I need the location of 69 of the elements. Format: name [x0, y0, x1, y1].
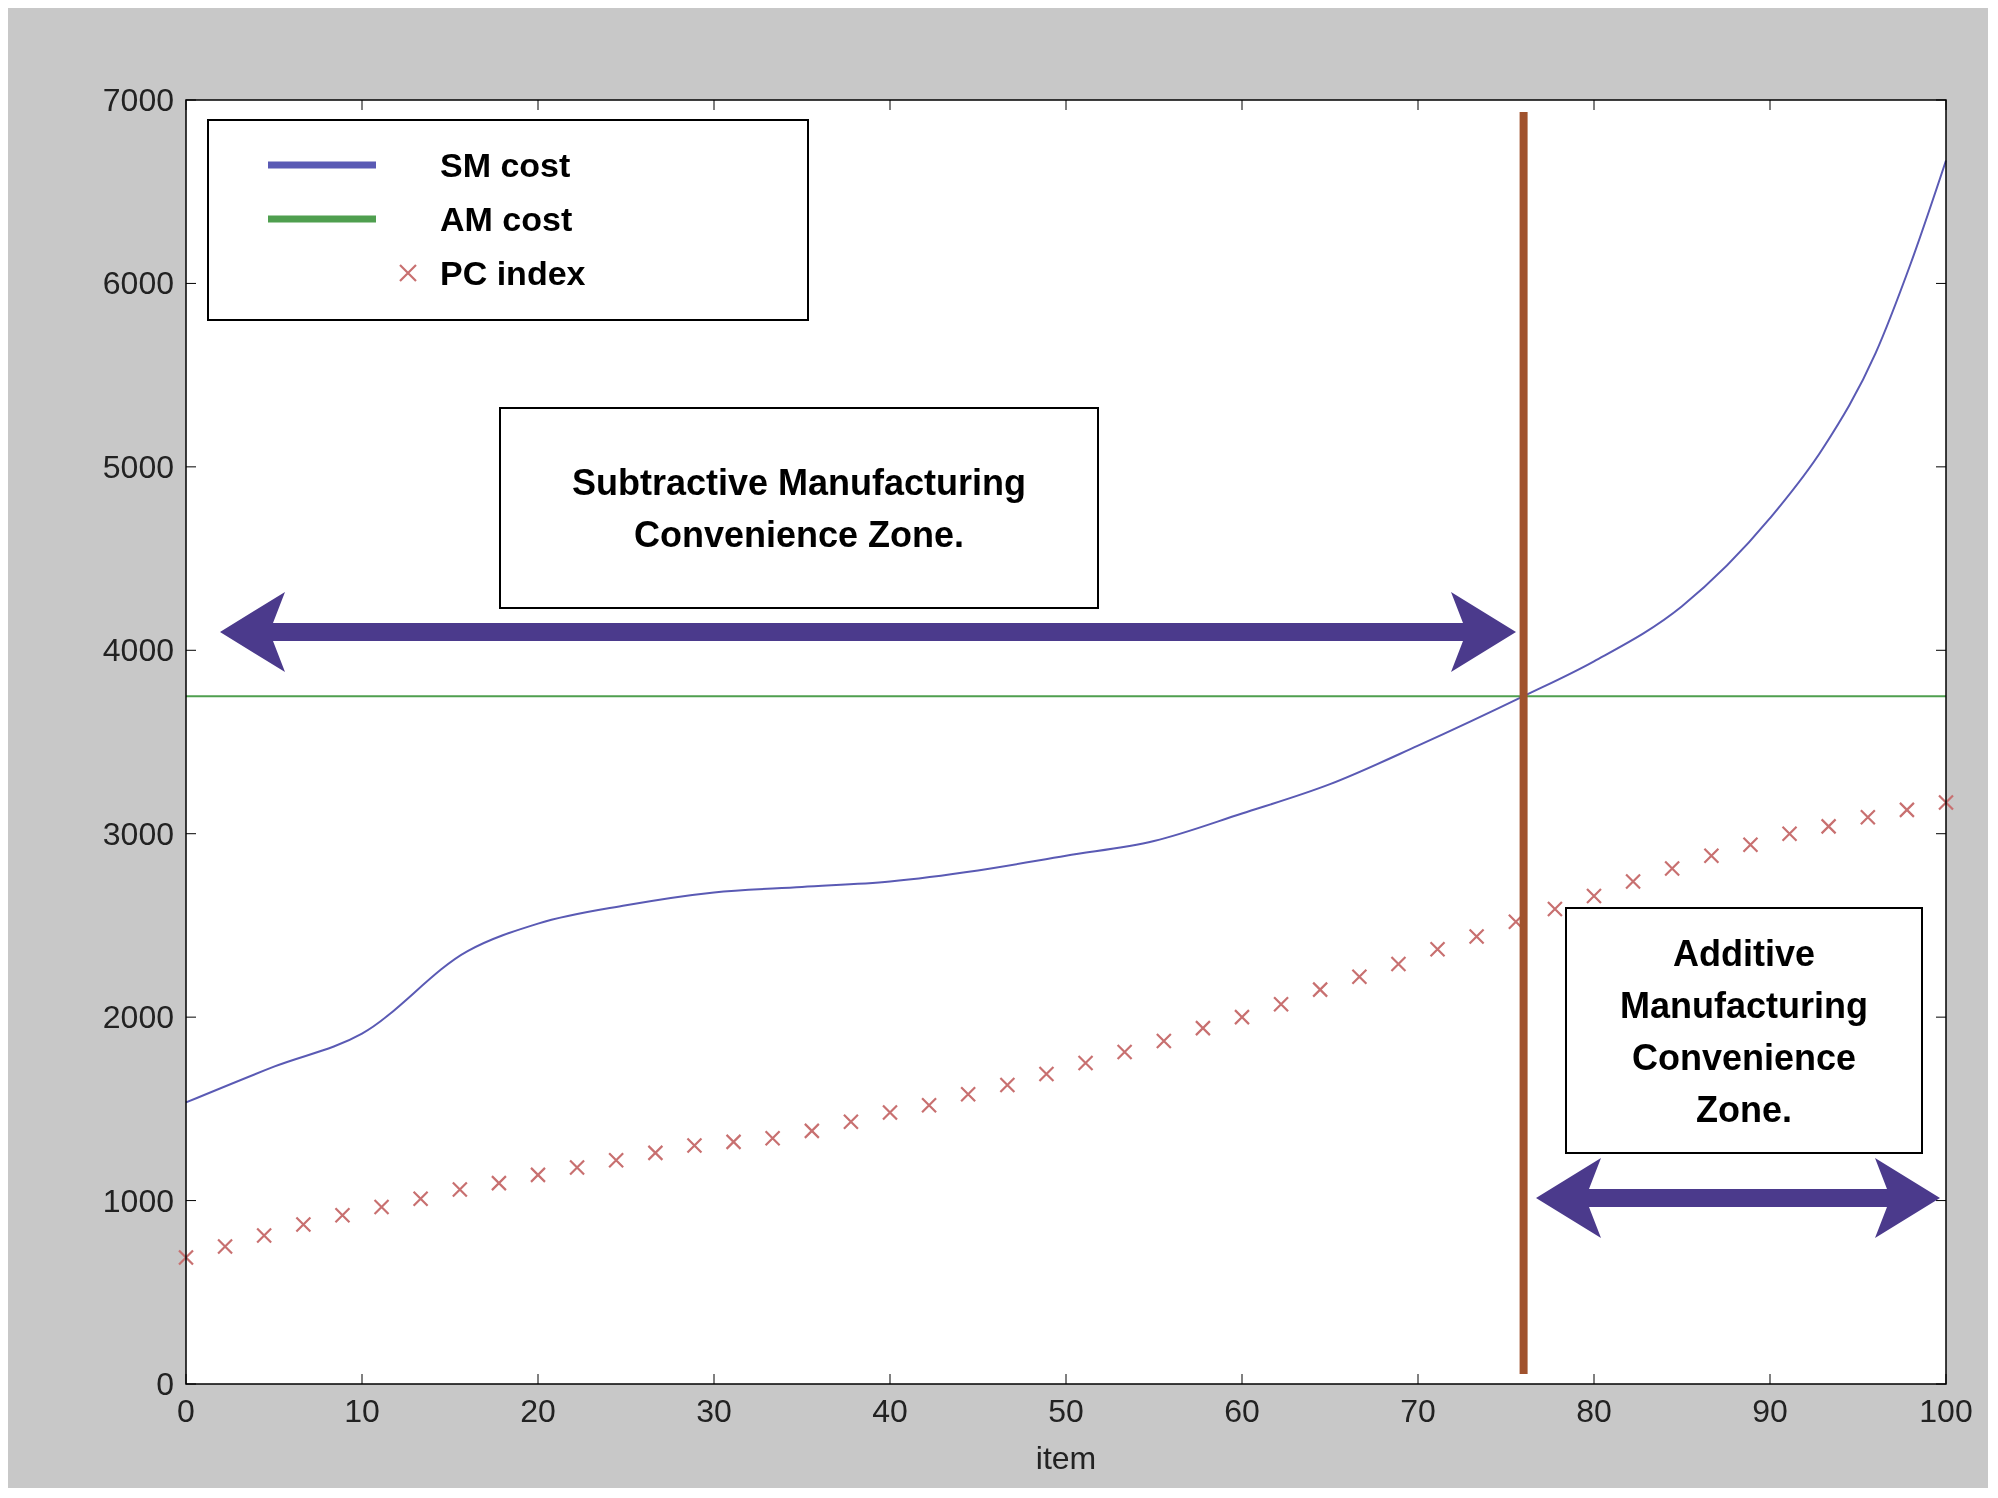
point	[1937, 794, 1955, 811]
point	[842, 1113, 860, 1130]
x-tick-label: 90	[1752, 1393, 1788, 1429]
point	[529, 1166, 547, 1183]
y-tick-label: 4000	[102, 632, 174, 669]
point	[1742, 836, 1759, 853]
y-tick-label: 5000	[102, 448, 174, 485]
legend-label: SM cost	[440, 146, 571, 184]
point	[1429, 941, 1446, 958]
point	[295, 1216, 312, 1233]
y-tick-label: 3000	[102, 815, 174, 852]
point	[1820, 818, 1837, 835]
point	[177, 1249, 195, 1266]
point	[1233, 1009, 1251, 1026]
legend-label: AM cost	[440, 200, 573, 238]
x-tick-label: 20	[520, 1393, 556, 1429]
x-tick-label: 100	[1919, 1393, 1973, 1429]
point	[1468, 928, 1485, 945]
point	[686, 1137, 703, 1154]
point	[451, 1181, 468, 1198]
point	[1077, 1054, 1094, 1072]
point	[881, 1104, 899, 1121]
point	[803, 1122, 820, 1139]
x-tick-label: 10	[344, 1393, 380, 1429]
point	[1038, 1065, 1055, 1083]
x-tick-label: 60	[1224, 1393, 1260, 1429]
point	[1272, 996, 1290, 1013]
point	[373, 1198, 390, 1216]
y-tick-label: 6000	[102, 265, 174, 302]
point	[647, 1144, 664, 1161]
point	[1155, 1032, 1172, 1050]
point	[1351, 968, 1368, 985]
point	[1781, 825, 1798, 842]
point	[1585, 887, 1603, 905]
y-tick-label: 7000	[102, 82, 174, 118]
legend-label: PC index	[440, 254, 586, 292]
y-tick-label: 0	[156, 1366, 174, 1402]
x-tick-label: 70	[1400, 1393, 1436, 1429]
point	[1194, 1020, 1212, 1037]
point	[1116, 1043, 1133, 1061]
point	[960, 1086, 977, 1103]
annotation: Subtractive Manufacturing Convenience Zone.	[571, 462, 1027, 555]
x-tick-label: 40	[872, 1393, 908, 1429]
point	[999, 1076, 1016, 1094]
point	[1859, 809, 1876, 826]
point	[216, 1238, 234, 1255]
point	[608, 1152, 625, 1169]
point	[920, 1097, 938, 1114]
y-tick-label: 2000	[102, 999, 174, 1036]
point	[412, 1190, 429, 1207]
point	[490, 1175, 508, 1192]
point	[1546, 900, 1564, 918]
x-tick-label: 50	[1048, 1393, 1084, 1429]
x-tick-label: 80	[1576, 1393, 1612, 1429]
annotation: Additive Manufacturing Convenience Zone.	[1620, 932, 1868, 1130]
point	[334, 1207, 351, 1224]
point	[725, 1133, 742, 1150]
point	[764, 1130, 781, 1147]
point	[1898, 801, 1916, 818]
point	[568, 1159, 586, 1176]
point	[256, 1227, 273, 1244]
point	[1624, 873, 1642, 890]
x-axis-title: item	[1035, 1440, 1097, 1476]
point	[1390, 955, 1407, 973]
x-tick-label: 30	[696, 1393, 732, 1429]
point	[1312, 981, 1329, 998]
point	[1664, 860, 1681, 877]
point	[1703, 847, 1720, 864]
y-tick-label: 1000	[102, 1182, 174, 1219]
